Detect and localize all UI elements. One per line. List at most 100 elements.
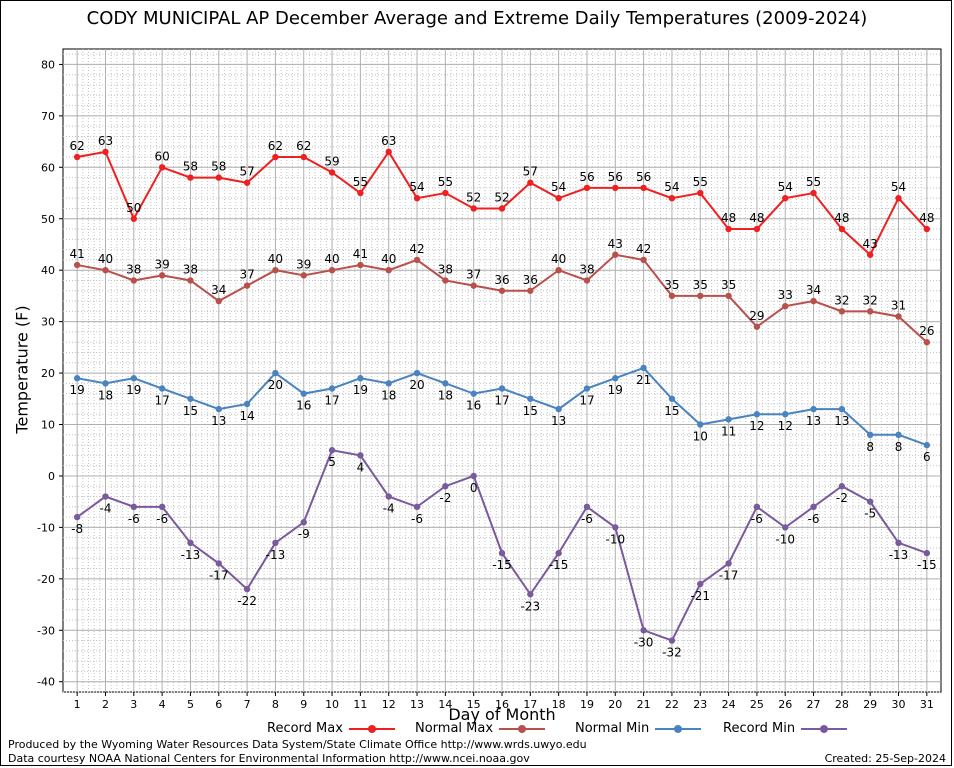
data-point xyxy=(498,205,506,212)
data-label: -6 xyxy=(411,512,423,526)
data-label: -30 xyxy=(634,635,654,649)
data-point xyxy=(357,375,364,382)
data-label: 17 xyxy=(494,394,509,408)
data-label: 15 xyxy=(664,404,679,418)
x-tick-label: 31 xyxy=(920,698,934,711)
data-label: 57 xyxy=(239,165,254,179)
data-point xyxy=(612,251,619,258)
data-point xyxy=(895,431,902,438)
data-point xyxy=(442,380,449,387)
x-tick-label: 3 xyxy=(130,698,137,711)
data-point xyxy=(838,225,846,233)
data-point xyxy=(527,395,534,402)
data-label: 42 xyxy=(409,242,424,256)
data-point xyxy=(328,385,336,392)
x-tick-label: 20 xyxy=(608,698,622,711)
data-point xyxy=(73,261,81,269)
x-tick-label: 14 xyxy=(438,698,452,711)
data-label: 56 xyxy=(608,170,623,184)
data-point xyxy=(866,251,874,258)
data-point xyxy=(668,194,676,202)
x-tick-label: 19 xyxy=(580,698,594,711)
data-point xyxy=(187,174,194,181)
data-label: -22 xyxy=(237,594,257,608)
data-label: 55 xyxy=(693,175,708,189)
data-label: 17 xyxy=(324,394,339,408)
data-label: 55 xyxy=(438,175,453,189)
data-point xyxy=(668,637,676,644)
legend-label-normal-min: Normal Min xyxy=(575,721,650,736)
data-label: 15 xyxy=(523,404,538,418)
data-label: 15 xyxy=(183,404,198,418)
data-point xyxy=(640,184,647,192)
data-point xyxy=(130,503,138,511)
data-point xyxy=(300,153,307,161)
data-point xyxy=(612,524,619,531)
data-point xyxy=(640,627,647,634)
data-label: -10 xyxy=(775,532,795,546)
data-label: 20 xyxy=(268,378,283,392)
y-tick-label: 70 xyxy=(41,110,55,123)
data-point xyxy=(413,194,421,202)
data-label: 20 xyxy=(409,378,424,392)
data-point xyxy=(923,549,931,557)
data-label: 40 xyxy=(324,252,339,266)
data-point xyxy=(470,282,477,289)
data-label: 36 xyxy=(494,273,509,287)
data-point xyxy=(243,179,251,186)
data-label: 48 xyxy=(721,211,736,225)
y-tick-label: 30 xyxy=(41,316,55,329)
x-tick-label: 7 xyxy=(244,698,251,711)
data-label: 12 xyxy=(749,419,764,433)
data-label: 13 xyxy=(211,414,226,428)
data-point xyxy=(782,194,789,202)
data-point xyxy=(243,282,251,289)
data-point xyxy=(102,493,109,500)
data-label: 32 xyxy=(834,293,849,307)
x-tick-label: 18 xyxy=(552,698,566,711)
data-label: -17 xyxy=(719,568,739,582)
data-point xyxy=(527,287,534,294)
data-label: 14 xyxy=(239,409,254,423)
data-point xyxy=(243,585,251,593)
data-point xyxy=(753,503,761,511)
data-label: 33 xyxy=(778,288,793,302)
y-tick-label: 10 xyxy=(41,419,55,432)
data-point xyxy=(357,261,364,269)
data-label: 17 xyxy=(154,394,169,408)
data-point xyxy=(782,303,789,310)
data-label: 40 xyxy=(268,252,283,266)
data-label: 35 xyxy=(664,278,679,292)
y-tick-label: -30 xyxy=(37,624,55,637)
data-label: 18 xyxy=(381,388,396,402)
data-point xyxy=(527,591,534,598)
data-point xyxy=(300,519,307,526)
data-point xyxy=(583,385,591,392)
data-point xyxy=(102,148,109,156)
data-point xyxy=(215,560,222,567)
x-tick-label: 10 xyxy=(325,698,339,711)
data-label: 38 xyxy=(183,262,198,276)
data-point xyxy=(272,539,279,547)
data-point xyxy=(923,441,931,449)
data-label: 10 xyxy=(693,430,708,444)
data-label: -23 xyxy=(521,599,541,613)
data-label: -32 xyxy=(662,646,682,660)
data-label: 18 xyxy=(98,388,113,402)
data-label: 37 xyxy=(466,268,481,282)
data-point xyxy=(640,364,647,372)
data-point xyxy=(753,323,761,330)
data-point xyxy=(413,369,421,377)
data-label: 19 xyxy=(70,383,85,397)
data-point xyxy=(782,524,789,531)
data-label: 16 xyxy=(296,399,311,413)
x-tick-label: 22 xyxy=(665,698,679,711)
legend-item-normal-max: Normal Max xyxy=(415,721,546,736)
data-label: 48 xyxy=(749,211,764,225)
data-point xyxy=(158,503,166,511)
data-label: 40 xyxy=(381,252,396,266)
legend-item-record-min: Record Min xyxy=(723,721,848,736)
data-label: -15 xyxy=(492,558,512,572)
x-tick-label: 8 xyxy=(272,698,279,711)
